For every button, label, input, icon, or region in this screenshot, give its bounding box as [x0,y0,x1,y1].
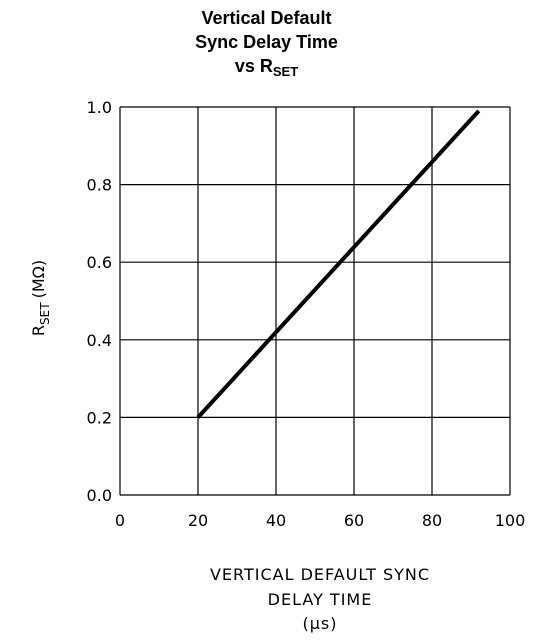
x-tick-label: 0 [115,511,125,530]
y-axis-label-subscript: SET [38,302,52,325]
x-axis-label-line-1: VERTICAL DEFAULT SYNC [209,565,431,584]
y-tick-label: 0.4 [87,331,112,350]
x-tick-label: 100 [495,511,526,530]
y-axis-label-unit: (MΩ) [29,260,48,299]
y-tick-label: 0.0 [87,486,112,505]
x-axis-label-line-2: DELAY TIME [267,590,373,609]
chart-title-line-3: vs RSET [0,56,533,79]
series [196,109,481,419]
chart-title-vs-r: vs R [234,56,273,76]
chart-title-line-2: Sync Delay Time [195,32,338,52]
tick-labels: 0 20 40 60 80 100 0.0 0.2 0.4 0.6 0.8 1.0 [87,98,526,530]
x-axis-label-line-3: (μs) [302,614,338,633]
x-tick-label: 20 [188,511,208,530]
y-tick-label: 0.8 [87,176,112,195]
chart-title-line-1: Vertical Default [201,8,332,28]
x-tick-label: 60 [344,511,364,530]
y-tick-label: 0.2 [87,408,112,427]
y-axis-label: RSET (MΩ) [29,260,52,336]
y-axis-label-main: R [29,325,48,336]
series-line [196,109,481,419]
x-tick-label: 80 [422,511,442,530]
chart-title-subscript: SET [272,64,299,79]
y-tick-label: 1.0 [87,98,112,117]
x-tick-label: 40 [266,511,286,530]
y-tick-label: 0.6 [87,253,112,272]
grid [119,106,511,496]
